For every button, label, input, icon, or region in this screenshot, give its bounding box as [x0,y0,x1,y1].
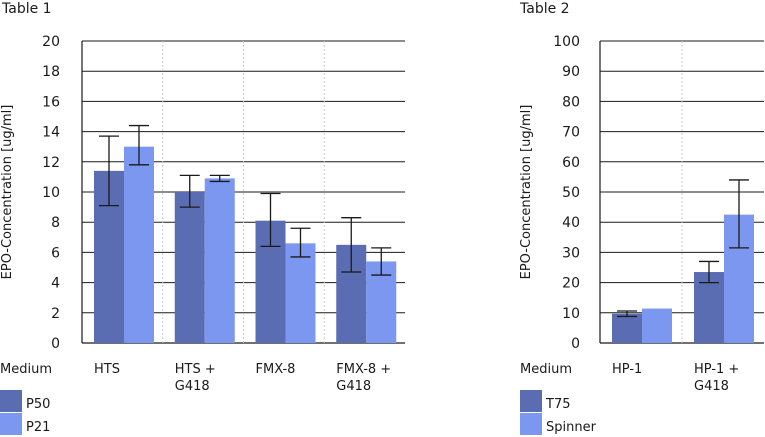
chart2-y-tick-label: 80 [562,94,580,110]
chart1-legend-swatch [0,413,22,435]
chart1-y-tick-label: 14 [42,125,60,141]
chart1-y-tick-label: 18 [42,64,60,80]
chart1-bar-p21 [204,178,235,343]
chart2-y-axis-label: EPO-Concentration [ug/ml] [519,105,534,280]
chart1-y-tick-label: 4 [51,276,60,292]
chart2-y-tick-label: 30 [562,245,580,261]
chart1-bar-p50 [174,192,205,343]
chart2-x-axis-label: Medium [520,362,572,377]
chart2-y-tick-label: 60 [562,155,580,171]
chart2-category-label: HP-1 + [694,362,739,377]
chart2-bar-spinner [642,308,672,343]
chart2-category-label: G418 [694,379,729,394]
chart1-y-tick-label: 12 [42,155,60,171]
chart2-bar-t75 [612,313,642,343]
chart1-legend-swatch [0,390,22,412]
chart1-x-axis-label: Medium [0,362,52,377]
chart2-legend-swatch [520,390,542,412]
chart1-category-label: G418 [336,379,371,394]
chart2-y-tick-label: 50 [562,185,580,201]
chart2-bar-t75 [694,272,724,343]
chart1-category-label: HTS [94,362,120,377]
chart2-legend-swatch [520,413,542,435]
chart1-y-tick-label: 16 [42,94,60,110]
chart2-legend-label: Spinner [546,420,597,435]
chart2-y-tick-label: 100 [553,34,580,50]
chart2-legend-label: T75 [545,397,570,412]
chart1-legend-label: P21 [26,420,50,435]
chart2-y-tick-label: 40 [562,215,580,231]
chart2-y-tick-label: 90 [562,64,580,80]
chart2-category-label: HP-1 [612,362,642,377]
chart2-title: Table 2 [519,1,570,17]
chart2-y-tick-label: 70 [562,125,580,141]
chart1-category-label: FMX-8 + [336,362,391,377]
chart1-bar-p21 [285,243,316,343]
chart1-title: Table 1 [1,1,52,17]
chart2-y-tick-label: 20 [562,276,580,292]
chart1-category-label: HTS + [175,362,216,377]
chart1-y-tick-label: 10 [42,185,60,201]
chart2-y-tick-label: 0 [571,336,580,352]
chart1-y-tick-label: 6 [51,245,60,261]
chart1-category-label: FMX-8 [256,362,296,377]
chart1-bar-p21 [124,146,154,343]
chart1-legend-label: P50 [26,397,50,412]
chart1-y-tick-label: 2 [51,306,60,322]
chart1-y-tick-label: 8 [51,215,60,231]
chart1-y-axis-label: EPO-Concentration [ug/ml] [0,105,15,280]
chart1-y-tick-label: 20 [42,34,60,50]
chart1-category-label: G418 [175,379,210,394]
chart1-y-tick-label: 0 [51,336,60,352]
chart2-y-tick-label: 10 [562,306,580,322]
